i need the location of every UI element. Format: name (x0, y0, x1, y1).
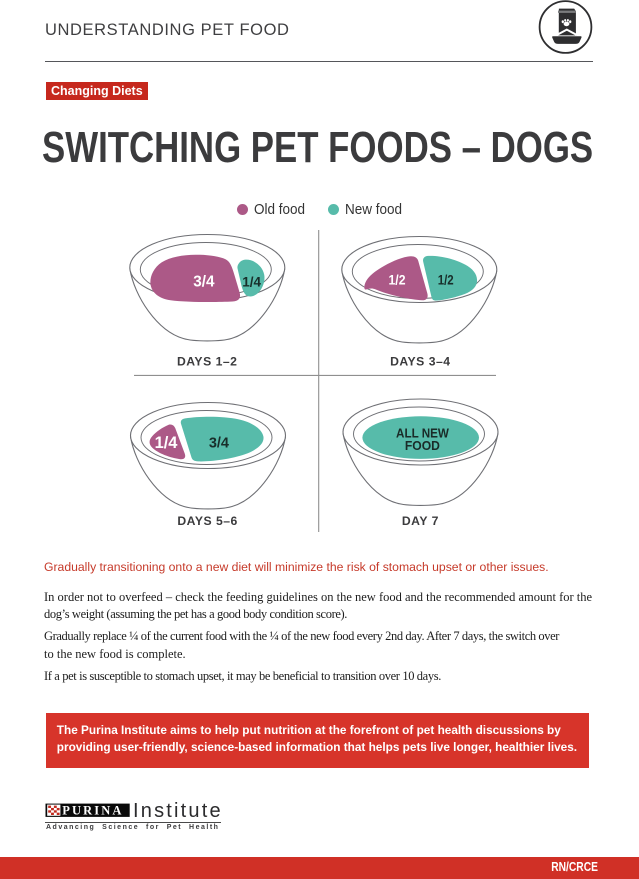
svg-text:1/4: 1/4 (155, 434, 179, 452)
svg-text:3/4: 3/4 (193, 273, 215, 290)
svg-text:PURINA: PURINA (62, 804, 123, 818)
svg-text:DAYS 1–2: DAYS 1–2 (177, 354, 237, 368)
svg-text:FOOD: FOOD (405, 439, 440, 453)
svg-text:DAYS 5–6: DAYS 5–6 (177, 514, 237, 528)
svg-text:DAYS 3–4: DAYS 3–4 (390, 354, 450, 368)
svg-text:DAY 7: DAY 7 (402, 514, 439, 528)
svg-text:ALL NEW: ALL NEW (396, 426, 449, 440)
svg-text:1/2: 1/2 (389, 273, 406, 288)
svg-text:1/4: 1/4 (242, 274, 261, 289)
svg-text:3/4: 3/4 (209, 436, 229, 452)
svg-text:1/2: 1/2 (438, 273, 454, 288)
